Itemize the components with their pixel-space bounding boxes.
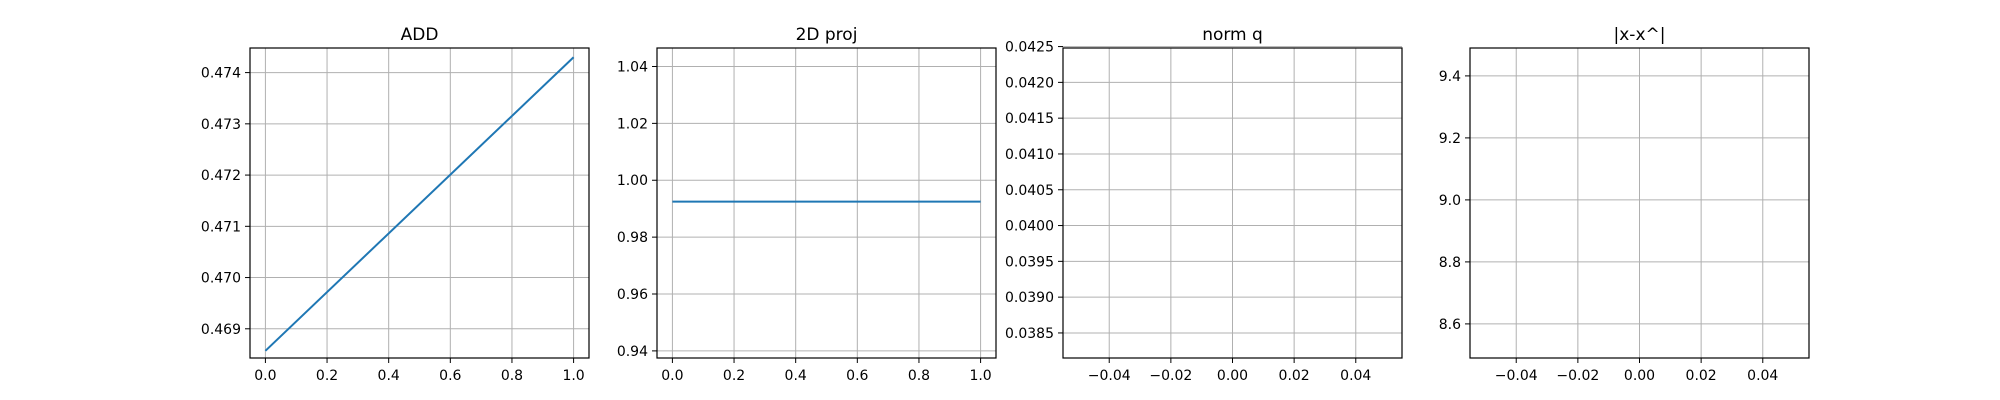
- series-line: [264, 56, 575, 352]
- x-tick-label: −0.04: [1088, 368, 1131, 384]
- y-tick-label: 0.96: [617, 287, 648, 303]
- y-tick-label: 0.0400: [1005, 219, 1054, 235]
- y-tick-label: 9.2: [1439, 131, 1461, 147]
- x-tick-label: 0.8: [908, 368, 930, 384]
- y-tick-label: 0.471: [201, 219, 241, 235]
- y-tick-label: 0.0410: [1005, 147, 1054, 163]
- y-tick-label: 1.04: [617, 59, 648, 75]
- y-tick-label: 0.98: [617, 230, 648, 246]
- y-tick-label: 0.0425: [1005, 40, 1054, 56]
- panel-title: |x-x^|: [1614, 25, 1666, 45]
- x-tick-label: −0.02: [1149, 368, 1192, 384]
- y-tick-label: 0.472: [201, 168, 241, 184]
- y-tick-label: 0.474: [201, 66, 241, 82]
- x-tick-label: 0.0: [254, 368, 276, 384]
- x-tick-label: 0.02: [1686, 368, 1717, 384]
- y-tick-label: 1.02: [617, 116, 648, 132]
- x-tick-label: 0.4: [378, 368, 400, 384]
- y-tick-label: 0.0415: [1005, 111, 1054, 127]
- x-tick-label: −0.04: [1495, 368, 1538, 384]
- x-tick-label: 0.2: [723, 368, 745, 384]
- panel-4: −0.04 −0.02 0.00 0.02 0.04 8.6 8.8 9.0 9.2 9.4 |x-…: [1439, 25, 1810, 384]
- x-tick-label: 0.6: [846, 368, 868, 384]
- x-tick-label: 0.02: [1279, 368, 1310, 384]
- y-tick-label: 0.94: [617, 344, 648, 360]
- x-tick-label: 0.00: [1624, 368, 1655, 384]
- y-tick-label: 8.6: [1439, 317, 1461, 333]
- x-tick-label: 0.0: [661, 368, 683, 384]
- y-tick-label: 0.0405: [1005, 183, 1054, 199]
- panel-title: 2D proj: [796, 25, 858, 45]
- panel-2: 0.0 0.2 0.4 0.6 0.8 1.0 0.94 0.96 0.98 1.00 1.02 1.…: [617, 25, 997, 384]
- y-tick-label: 8.8: [1439, 255, 1461, 271]
- x-tick-label: 0.00: [1217, 368, 1248, 384]
- y-tick-label: 0.469: [201, 322, 241, 338]
- y-tick-label: 0.473: [201, 117, 241, 133]
- y-tick-label: 9.4: [1439, 69, 1461, 85]
- x-tick-label: 0.04: [1747, 368, 1778, 384]
- x-tick-label: −0.02: [1556, 368, 1599, 384]
- axes-frame: [249, 47, 590, 359]
- panel-1: 0.0 0.2 0.4 0.6 0.8 1.0 0.469 0.470 0.471 0.472 0.…: [201, 25, 590, 384]
- x-tick-label: 0.2: [316, 368, 338, 384]
- x-tick-label: 1.0: [969, 368, 991, 384]
- y-tick-label: 0.0390: [1005, 290, 1054, 306]
- y-tick-label: 1.00: [617, 173, 648, 189]
- y-tick-label: 0.0395: [1005, 254, 1054, 270]
- panel-title: ADD: [401, 25, 439, 45]
- x-tick-label: 0.4: [785, 368, 807, 384]
- y-tick-label: 0.0420: [1005, 75, 1054, 91]
- y-tick-label: 0.470: [201, 271, 241, 287]
- y-tick-label: 0.0385: [1005, 326, 1054, 342]
- axes-frame: [656, 47, 997, 359]
- x-tick-label: 0.6: [439, 368, 461, 384]
- x-tick-label: 1.0: [562, 368, 584, 384]
- panel-3: −0.04 −0.02 0.00 0.02 0.04 0.0385 0.0390 0.0395…: [1005, 25, 1403, 384]
- y-tick-label: 9.0: [1439, 193, 1461, 209]
- panel-title: norm q: [1202, 25, 1263, 45]
- x-tick-label: 0.04: [1340, 368, 1371, 384]
- x-tick-label: 0.8: [501, 368, 523, 384]
